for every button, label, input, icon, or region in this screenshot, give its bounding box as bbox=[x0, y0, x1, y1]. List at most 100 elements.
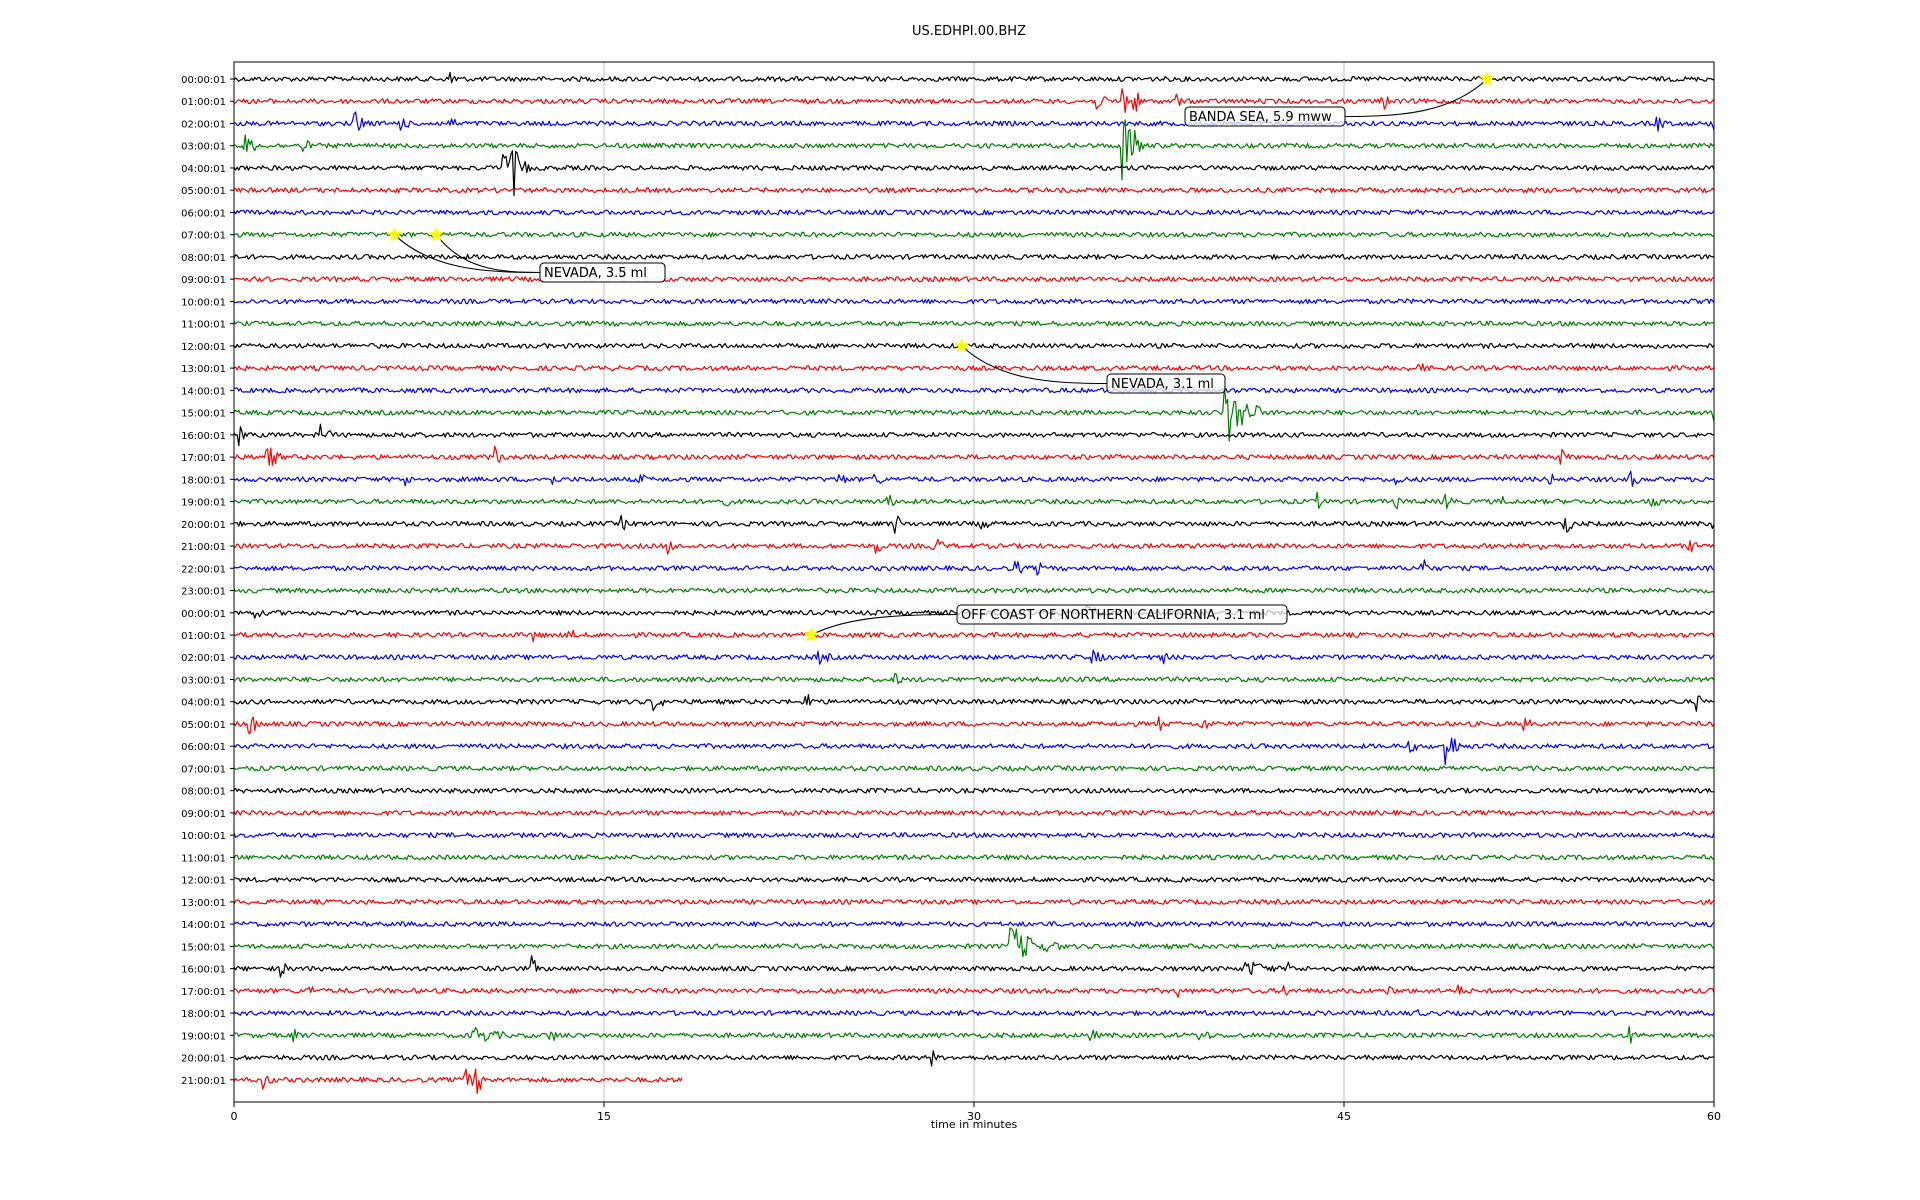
row-label: 15:00:01 bbox=[181, 409, 226, 420]
trace-row-43 bbox=[233, 1026, 1715, 1044]
row-label: 20:00:01 bbox=[181, 520, 226, 531]
row-label: 22:00:01 bbox=[181, 564, 226, 575]
trace-row-10 bbox=[233, 298, 1715, 305]
event-label-box bbox=[539, 262, 666, 283]
seismic-traces bbox=[233, 71, 1715, 1095]
event-star bbox=[803, 626, 819, 642]
row-label: 15:00:01 bbox=[181, 942, 226, 953]
row-label: 14:00:01 bbox=[181, 920, 226, 931]
trace-row-9 bbox=[233, 276, 1715, 283]
x-tick-label: 45 bbox=[1337, 1110, 1351, 1123]
row-label: 02:00:01 bbox=[181, 119, 226, 130]
event-star bbox=[386, 226, 403, 242]
trace-row-25 bbox=[233, 629, 1715, 643]
row-label: 04:00:01 bbox=[181, 698, 226, 709]
event-star bbox=[953, 337, 970, 353]
row-label: 08:00:01 bbox=[181, 253, 226, 264]
row-time-labels: 00:00:01 01:00:01 02:00:01 03:00:01 04:00:01… bbox=[181, 75, 234, 1087]
event-label-box bbox=[956, 604, 1288, 625]
row-label: 01:00:01 bbox=[181, 631, 226, 642]
row-label: 11:00:01 bbox=[181, 853, 226, 864]
trace-row-26 bbox=[233, 649, 1715, 665]
event-star bbox=[1479, 70, 1495, 86]
row-label: 19:00:01 bbox=[181, 498, 226, 509]
row-label: 21:00:01 bbox=[181, 542, 226, 553]
row-label: 16:00:01 bbox=[181, 431, 226, 442]
event-label: BANDA SEA, 5.9 mww bbox=[1189, 110, 1332, 125]
row-label: 04:00:01 bbox=[181, 164, 226, 175]
row-label: 01:00:01 bbox=[181, 97, 226, 108]
row-label: 18:00:01 bbox=[181, 1009, 226, 1020]
row-label: 06:00:01 bbox=[181, 208, 226, 219]
trace-row-6 bbox=[233, 209, 1715, 216]
trace-row-3 bbox=[233, 119, 1715, 181]
trace-row-39 bbox=[233, 927, 1715, 958]
event-label-box bbox=[1106, 373, 1226, 394]
trace-row-32 bbox=[233, 787, 1714, 794]
trace-row-18 bbox=[233, 470, 1715, 487]
trace-row-20 bbox=[233, 514, 1715, 534]
row-label: 23:00:01 bbox=[181, 587, 226, 598]
row-label: 09:00:01 bbox=[181, 809, 226, 820]
row-label: 05:00:01 bbox=[181, 186, 226, 197]
chart-title: US.EDHPI.00.BHZ bbox=[912, 24, 1026, 39]
x-axis: 0 15 30 45 60 bbox=[231, 1102, 1721, 1123]
trace-row-38 bbox=[233, 921, 1715, 928]
trace-row-11 bbox=[233, 320, 1715, 327]
trace-row-0 bbox=[233, 71, 1715, 84]
trace-row-21 bbox=[233, 538, 1715, 555]
row-label: 03:00:01 bbox=[181, 142, 226, 153]
trace-row-15 bbox=[233, 385, 1715, 442]
row-label: 11:00:01 bbox=[181, 320, 226, 331]
trace-row-45 bbox=[233, 1068, 683, 1095]
row-label: 16:00:01 bbox=[181, 965, 226, 976]
row-label: 21:00:01 bbox=[181, 1076, 226, 1087]
trace-row-13 bbox=[233, 363, 1715, 372]
trace-row-5 bbox=[233, 187, 1715, 194]
event-star bbox=[428, 226, 445, 242]
trace-row-44 bbox=[233, 1050, 1715, 1067]
row-label: 13:00:01 bbox=[181, 364, 226, 375]
trace-row-12 bbox=[233, 342, 1715, 349]
trace-row-31 bbox=[233, 765, 1715, 772]
row-label: 12:00:01 bbox=[181, 876, 226, 887]
trace-row-14 bbox=[233, 387, 1715, 394]
trace-row-23 bbox=[233, 587, 1715, 594]
trace-row-40 bbox=[233, 955, 1715, 978]
trace-row-8 bbox=[233, 253, 1715, 260]
row-label: 10:00:01 bbox=[181, 831, 226, 842]
row-label: 07:00:01 bbox=[181, 764, 226, 775]
row-label: 14:00:01 bbox=[181, 386, 226, 397]
trace-row-19 bbox=[233, 491, 1715, 510]
trace-row-33 bbox=[233, 809, 1715, 816]
row-label: 02:00:01 bbox=[181, 653, 226, 664]
row-label: 06:00:01 bbox=[181, 742, 226, 753]
trace-row-27 bbox=[233, 672, 1715, 685]
trace-row-4 bbox=[233, 150, 1715, 197]
trace-row-42 bbox=[233, 1009, 1715, 1017]
row-label: 13:00:01 bbox=[181, 898, 226, 909]
trace-row-35 bbox=[233, 854, 1715, 861]
trace-row-30 bbox=[233, 737, 1715, 766]
row-label: 17:00:01 bbox=[181, 453, 226, 464]
row-label: 19:00:01 bbox=[181, 1031, 226, 1042]
x-tick-label: 0 bbox=[231, 1110, 238, 1123]
event-connector bbox=[1344, 78, 1488, 118]
row-label: 03:00:01 bbox=[181, 675, 226, 686]
row-label: 17:00:01 bbox=[181, 987, 226, 998]
row-label: 09:00:01 bbox=[181, 275, 226, 286]
row-label: 18:00:01 bbox=[181, 475, 226, 486]
trace-row-2 bbox=[233, 111, 1715, 132]
row-label: 00:00:01 bbox=[181, 75, 226, 86]
event-label: NEVADA, 3.5 ml bbox=[544, 266, 647, 281]
x-tick-label: 15 bbox=[597, 1110, 611, 1123]
row-label: 12:00:01 bbox=[181, 342, 226, 353]
x-axis-label: time in minutes bbox=[931, 1118, 1018, 1131]
trace-row-17 bbox=[234, 445, 1715, 466]
row-label: 00:00:01 bbox=[181, 609, 226, 620]
trace-row-7 bbox=[233, 231, 1715, 238]
event-label: NEVADA, 3.1 ml bbox=[1111, 377, 1214, 392]
